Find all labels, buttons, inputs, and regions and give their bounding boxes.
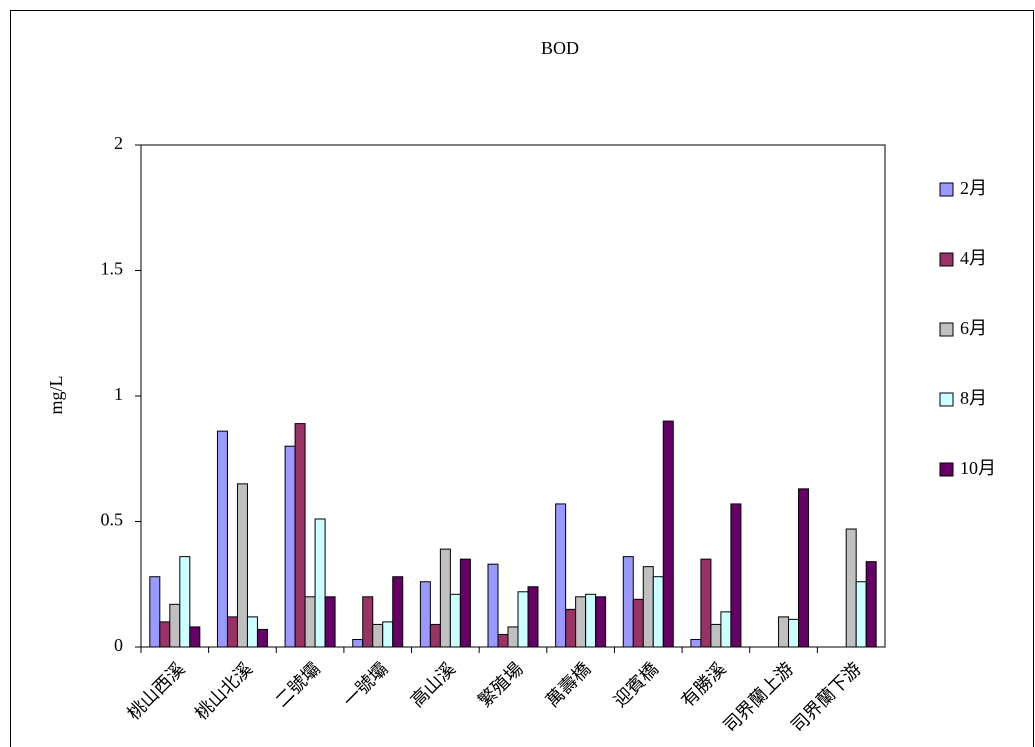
y-tick-label: 0.5 xyxy=(101,510,124,530)
bar xyxy=(865,561,877,648)
legend-swatch xyxy=(939,322,954,337)
bar xyxy=(788,618,800,648)
bar xyxy=(169,603,181,648)
bar xyxy=(216,430,228,648)
bar xyxy=(294,423,306,648)
bar xyxy=(226,616,238,648)
bar xyxy=(449,593,461,648)
bar xyxy=(284,445,296,648)
legend-swatch xyxy=(939,182,954,197)
legend-label: 10月 xyxy=(960,458,996,478)
bar xyxy=(179,556,191,648)
bar xyxy=(497,633,509,648)
bar xyxy=(517,591,529,648)
bar xyxy=(642,566,654,648)
bar xyxy=(362,596,374,648)
bar xyxy=(372,623,384,648)
legend-label: 6月 xyxy=(960,318,987,338)
legend-swatch xyxy=(939,252,954,267)
bar xyxy=(720,611,732,648)
bar xyxy=(527,586,539,648)
bar xyxy=(778,616,790,648)
bar xyxy=(324,596,336,648)
bar xyxy=(439,548,451,648)
legend-label: 4月 xyxy=(960,248,987,268)
bar xyxy=(419,581,431,648)
y-tick-label: 1 xyxy=(114,384,123,404)
legend-swatch xyxy=(939,462,954,477)
plot-area xyxy=(140,144,886,648)
bar xyxy=(595,596,607,648)
bar xyxy=(730,503,742,648)
legend-label: 8月 xyxy=(960,388,987,408)
bar xyxy=(487,563,499,648)
bar xyxy=(159,621,171,648)
bar xyxy=(632,598,644,648)
bar xyxy=(855,581,867,648)
bar xyxy=(555,503,567,648)
bar xyxy=(575,596,587,648)
y-tick-label: 0 xyxy=(114,635,123,655)
bar xyxy=(700,558,712,648)
bar xyxy=(690,638,702,648)
bar xyxy=(382,621,394,648)
bar xyxy=(392,576,404,648)
y-tick-label: 2 xyxy=(114,133,123,153)
bar xyxy=(236,483,248,648)
bar xyxy=(662,420,674,648)
bar xyxy=(622,556,634,648)
bar xyxy=(507,626,519,648)
bar xyxy=(652,576,664,648)
bar xyxy=(256,628,268,648)
bar xyxy=(189,626,201,648)
bar xyxy=(565,608,577,648)
bar xyxy=(459,558,471,648)
bar xyxy=(798,488,810,648)
legend-label: 2月 xyxy=(960,178,987,198)
bar xyxy=(314,518,326,648)
bar xyxy=(585,593,597,648)
bar xyxy=(352,638,364,648)
chart-title: BOD xyxy=(541,38,579,58)
bar xyxy=(246,616,258,648)
y-tick-label: 1.5 xyxy=(101,259,124,279)
y-axis-label: mg/L xyxy=(46,376,66,415)
bar xyxy=(845,528,857,648)
bar xyxy=(149,576,161,648)
bar xyxy=(710,623,722,648)
bar xyxy=(429,623,441,648)
legend-swatch xyxy=(939,392,954,407)
bar xyxy=(304,596,316,648)
